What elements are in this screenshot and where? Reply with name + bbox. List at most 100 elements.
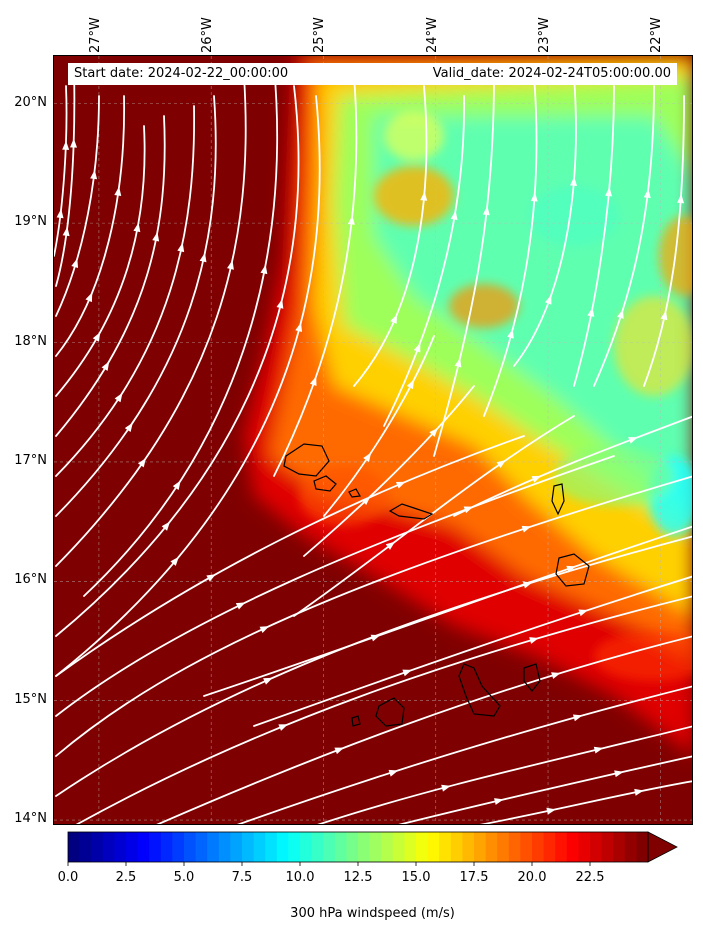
island-santa-luzia xyxy=(348,488,361,498)
island-sal xyxy=(551,483,565,516)
streamline xyxy=(323,335,435,517)
colorbar-tick-label: 12.5 xyxy=(343,870,373,885)
streamline-arrowhead xyxy=(114,186,122,196)
wind-spot xyxy=(614,296,692,396)
streamline xyxy=(55,95,321,677)
colorbar-cell xyxy=(149,832,162,862)
island-maio xyxy=(523,663,541,692)
colorbar-cell xyxy=(137,832,150,862)
streamline-arrowhead xyxy=(530,192,538,202)
streamline-arrowhead xyxy=(395,481,406,489)
streamline xyxy=(593,85,655,387)
colorbar-cell xyxy=(126,832,139,862)
colorbar-cell xyxy=(601,832,614,862)
colorbar-tick-label: 22.5 xyxy=(575,870,605,885)
streamline xyxy=(55,75,247,567)
streamline-arrowhead xyxy=(578,609,589,617)
streamline xyxy=(54,85,68,257)
streamline xyxy=(383,95,465,427)
lat-label: 17°N xyxy=(14,452,47,468)
colorbar-cell xyxy=(346,832,359,862)
streamline-arrowhead xyxy=(587,307,595,317)
colorbar-cell xyxy=(590,832,603,862)
colorbar-cell xyxy=(207,832,220,862)
streamline-arrowhead xyxy=(172,480,181,490)
streamline-arrowhead xyxy=(496,460,506,469)
streamline xyxy=(643,95,685,387)
lat-label: 20°N xyxy=(14,94,47,110)
streamline-arrowhead xyxy=(259,626,270,634)
colorbar xyxy=(67,831,678,866)
lat-label: 16°N xyxy=(14,572,47,588)
streamline-arrowhead xyxy=(90,169,98,180)
colorbar-cell xyxy=(485,832,498,862)
colorbar-cell xyxy=(474,832,487,862)
colorbar-cell xyxy=(624,832,637,862)
streamline xyxy=(55,95,100,317)
colorbar-cell xyxy=(416,832,429,862)
colorbar-cell xyxy=(172,832,185,862)
colorbar-tick-label: 2.5 xyxy=(115,870,137,885)
streamline-arrowhead xyxy=(441,784,451,792)
streamline-arrowhead xyxy=(235,602,246,610)
island-fogo xyxy=(375,697,405,727)
streamline xyxy=(253,575,692,727)
colorbar-cell xyxy=(323,832,336,862)
lon-label: 23°W xyxy=(537,17,553,53)
streamline-arrowhead xyxy=(71,258,79,269)
colorbar-cell xyxy=(462,832,475,862)
streamline-arrowhead xyxy=(276,299,284,309)
streamline-arrowhead xyxy=(137,457,146,468)
gridlines xyxy=(54,56,692,824)
colorbar-cell xyxy=(300,832,313,862)
start-date-label: Start date: 2024-02-22_00:00:00 xyxy=(74,66,289,81)
colorbar-title: 300 hPa windspeed (m/s) xyxy=(290,906,455,921)
lon-label: 25°W xyxy=(312,17,328,53)
streamline-arrowhead xyxy=(56,208,64,219)
lat-label: 15°N xyxy=(14,691,47,707)
streamline-arrowhead xyxy=(260,264,268,275)
streamline-arrowhead xyxy=(616,309,624,319)
streamline xyxy=(453,415,692,517)
lat-label: 18°N xyxy=(14,333,47,349)
colorbar-cell xyxy=(520,832,533,862)
streamline-arrowheads xyxy=(56,138,685,815)
colorbar-cell xyxy=(195,832,208,862)
colorbar-ticks xyxy=(67,862,591,866)
colorbar-cell xyxy=(613,832,626,862)
streamline-arrowhead xyxy=(614,770,624,778)
streamline xyxy=(55,65,76,287)
streamline xyxy=(483,75,538,417)
wind-spot xyxy=(554,446,674,506)
streamline-arrowhead xyxy=(390,314,398,324)
streamline-arrowhead xyxy=(570,176,577,186)
colorbar-cell xyxy=(392,832,405,862)
colorbar-cell xyxy=(102,832,115,862)
streamline-arrowhead xyxy=(363,452,372,462)
colorbar-cell xyxy=(381,832,394,862)
streamline-arrowhead xyxy=(70,138,78,148)
streamline-arrowhead xyxy=(482,205,490,216)
streamline xyxy=(513,75,577,367)
streamline-arrowhead xyxy=(62,226,70,237)
colorbar-tick-label: 15.0 xyxy=(401,870,431,885)
streamline-arrowhead xyxy=(133,222,141,233)
streamline xyxy=(55,455,615,717)
streamline-arrowhead xyxy=(62,140,70,150)
streamline-arrowhead xyxy=(450,210,458,221)
colorbar-cell xyxy=(636,832,649,862)
colorbar-cell xyxy=(404,832,417,862)
island-santiago xyxy=(458,663,501,717)
streamline-arrowhead xyxy=(402,669,413,677)
streamline xyxy=(55,115,166,437)
streamline-arrowhead xyxy=(347,215,355,225)
colorbar-cell xyxy=(497,832,510,862)
colorbar-tick-label: 0.0 xyxy=(57,870,79,885)
wind-map[interactable] xyxy=(53,55,693,825)
streamline-arrowhead xyxy=(507,329,514,339)
streamline xyxy=(55,125,146,397)
wind-spot xyxy=(299,466,389,526)
streamline-arrowhead xyxy=(406,379,415,390)
colorbar-cell xyxy=(91,832,104,862)
streamline-arrowhead xyxy=(334,747,345,755)
